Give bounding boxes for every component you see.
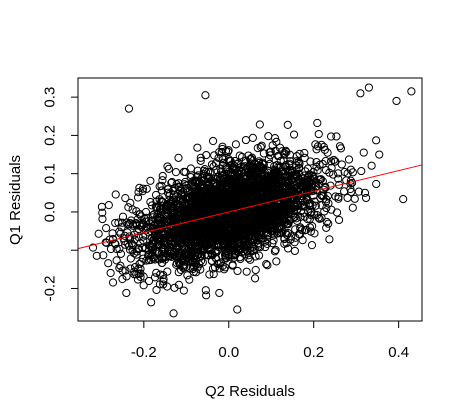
y-tick-label: -0.2: [42, 276, 59, 302]
data-point: [206, 271, 213, 278]
data-point: [194, 144, 201, 151]
data-point: [170, 310, 177, 317]
data-point: [351, 195, 358, 202]
data-point: [291, 247, 298, 254]
data-point: [112, 191, 119, 198]
data-point: [208, 161, 215, 168]
data-point: [325, 200, 332, 207]
data-point: [308, 242, 315, 249]
data-point: [256, 121, 263, 128]
data-point: [314, 119, 321, 126]
data-point: [243, 268, 250, 275]
data-point: [251, 275, 258, 282]
data-point: [290, 131, 297, 138]
x-axis-label: Q2 Residuals: [205, 383, 295, 400]
data-point: [326, 236, 333, 243]
x-tick-label: -0.2: [131, 344, 157, 361]
y-tick-label: 0.3: [42, 87, 59, 108]
data-point: [95, 230, 102, 237]
data-point: [368, 162, 375, 169]
x-tick-label: 0.0: [218, 344, 239, 361]
y-tick-label: 0.2: [42, 125, 59, 146]
data-point: [107, 269, 114, 276]
data-point: [186, 276, 193, 283]
data-point: [216, 289, 223, 296]
data-point: [109, 279, 116, 286]
data-point: [273, 258, 280, 265]
data-point: [349, 204, 356, 211]
data-point: [123, 289, 130, 296]
y-axis-label: Q1 Residuals: [7, 155, 24, 245]
data-point: [252, 266, 259, 273]
data-point: [338, 161, 345, 168]
data-point: [187, 165, 194, 172]
data-point: [393, 97, 400, 104]
data-point: [203, 292, 210, 299]
data-point: [117, 250, 124, 257]
data-point: [373, 180, 380, 187]
data-point: [148, 299, 155, 306]
data-point: [202, 92, 209, 99]
data-point: [315, 130, 322, 137]
data-point: [345, 156, 352, 163]
data-point: [147, 177, 154, 184]
data-point: [284, 121, 291, 128]
data-point: [247, 256, 254, 263]
x-tick-label: 0.2: [303, 344, 324, 361]
data-point: [103, 224, 110, 231]
points-layer: [89, 84, 415, 317]
data-point: [127, 199, 134, 206]
data-point: [265, 133, 272, 140]
data-point: [140, 282, 147, 289]
data-point: [234, 306, 241, 313]
data-point: [365, 84, 372, 91]
data-point: [408, 88, 415, 95]
data-point: [336, 143, 343, 150]
y-tick-label: 0.0: [42, 202, 59, 223]
data-point: [373, 137, 380, 144]
data-point: [357, 90, 364, 97]
data-point: [113, 257, 120, 264]
data-point: [301, 149, 308, 156]
y-axis: -0.2 0.0 0.1 0.2 0.3: [42, 87, 79, 302]
data-point: [105, 202, 112, 209]
data-point: [232, 141, 239, 148]
data-point: [333, 133, 340, 140]
data-point: [335, 216, 342, 223]
y-tick-label: 0.1: [42, 163, 59, 184]
data-point: [249, 134, 256, 141]
data-point: [164, 163, 171, 170]
data-point: [362, 194, 369, 201]
data-point: [234, 267, 241, 274]
data-point: [209, 137, 216, 144]
data-point: [358, 167, 365, 174]
data-point: [172, 169, 179, 176]
data-point: [333, 209, 340, 216]
x-tick-label: 0.4: [388, 344, 409, 361]
data-point: [284, 245, 291, 252]
data-point: [175, 154, 182, 161]
data-point: [125, 204, 132, 211]
data-point: [184, 272, 191, 279]
data-point: [125, 105, 132, 112]
data-point: [105, 260, 112, 267]
data-point: [376, 151, 383, 158]
data-point: [242, 136, 249, 143]
x-axis: -0.2 0.0 0.2 0.4: [131, 321, 409, 361]
data-point: [153, 286, 160, 293]
data-point: [360, 149, 367, 156]
data-point: [400, 196, 407, 203]
